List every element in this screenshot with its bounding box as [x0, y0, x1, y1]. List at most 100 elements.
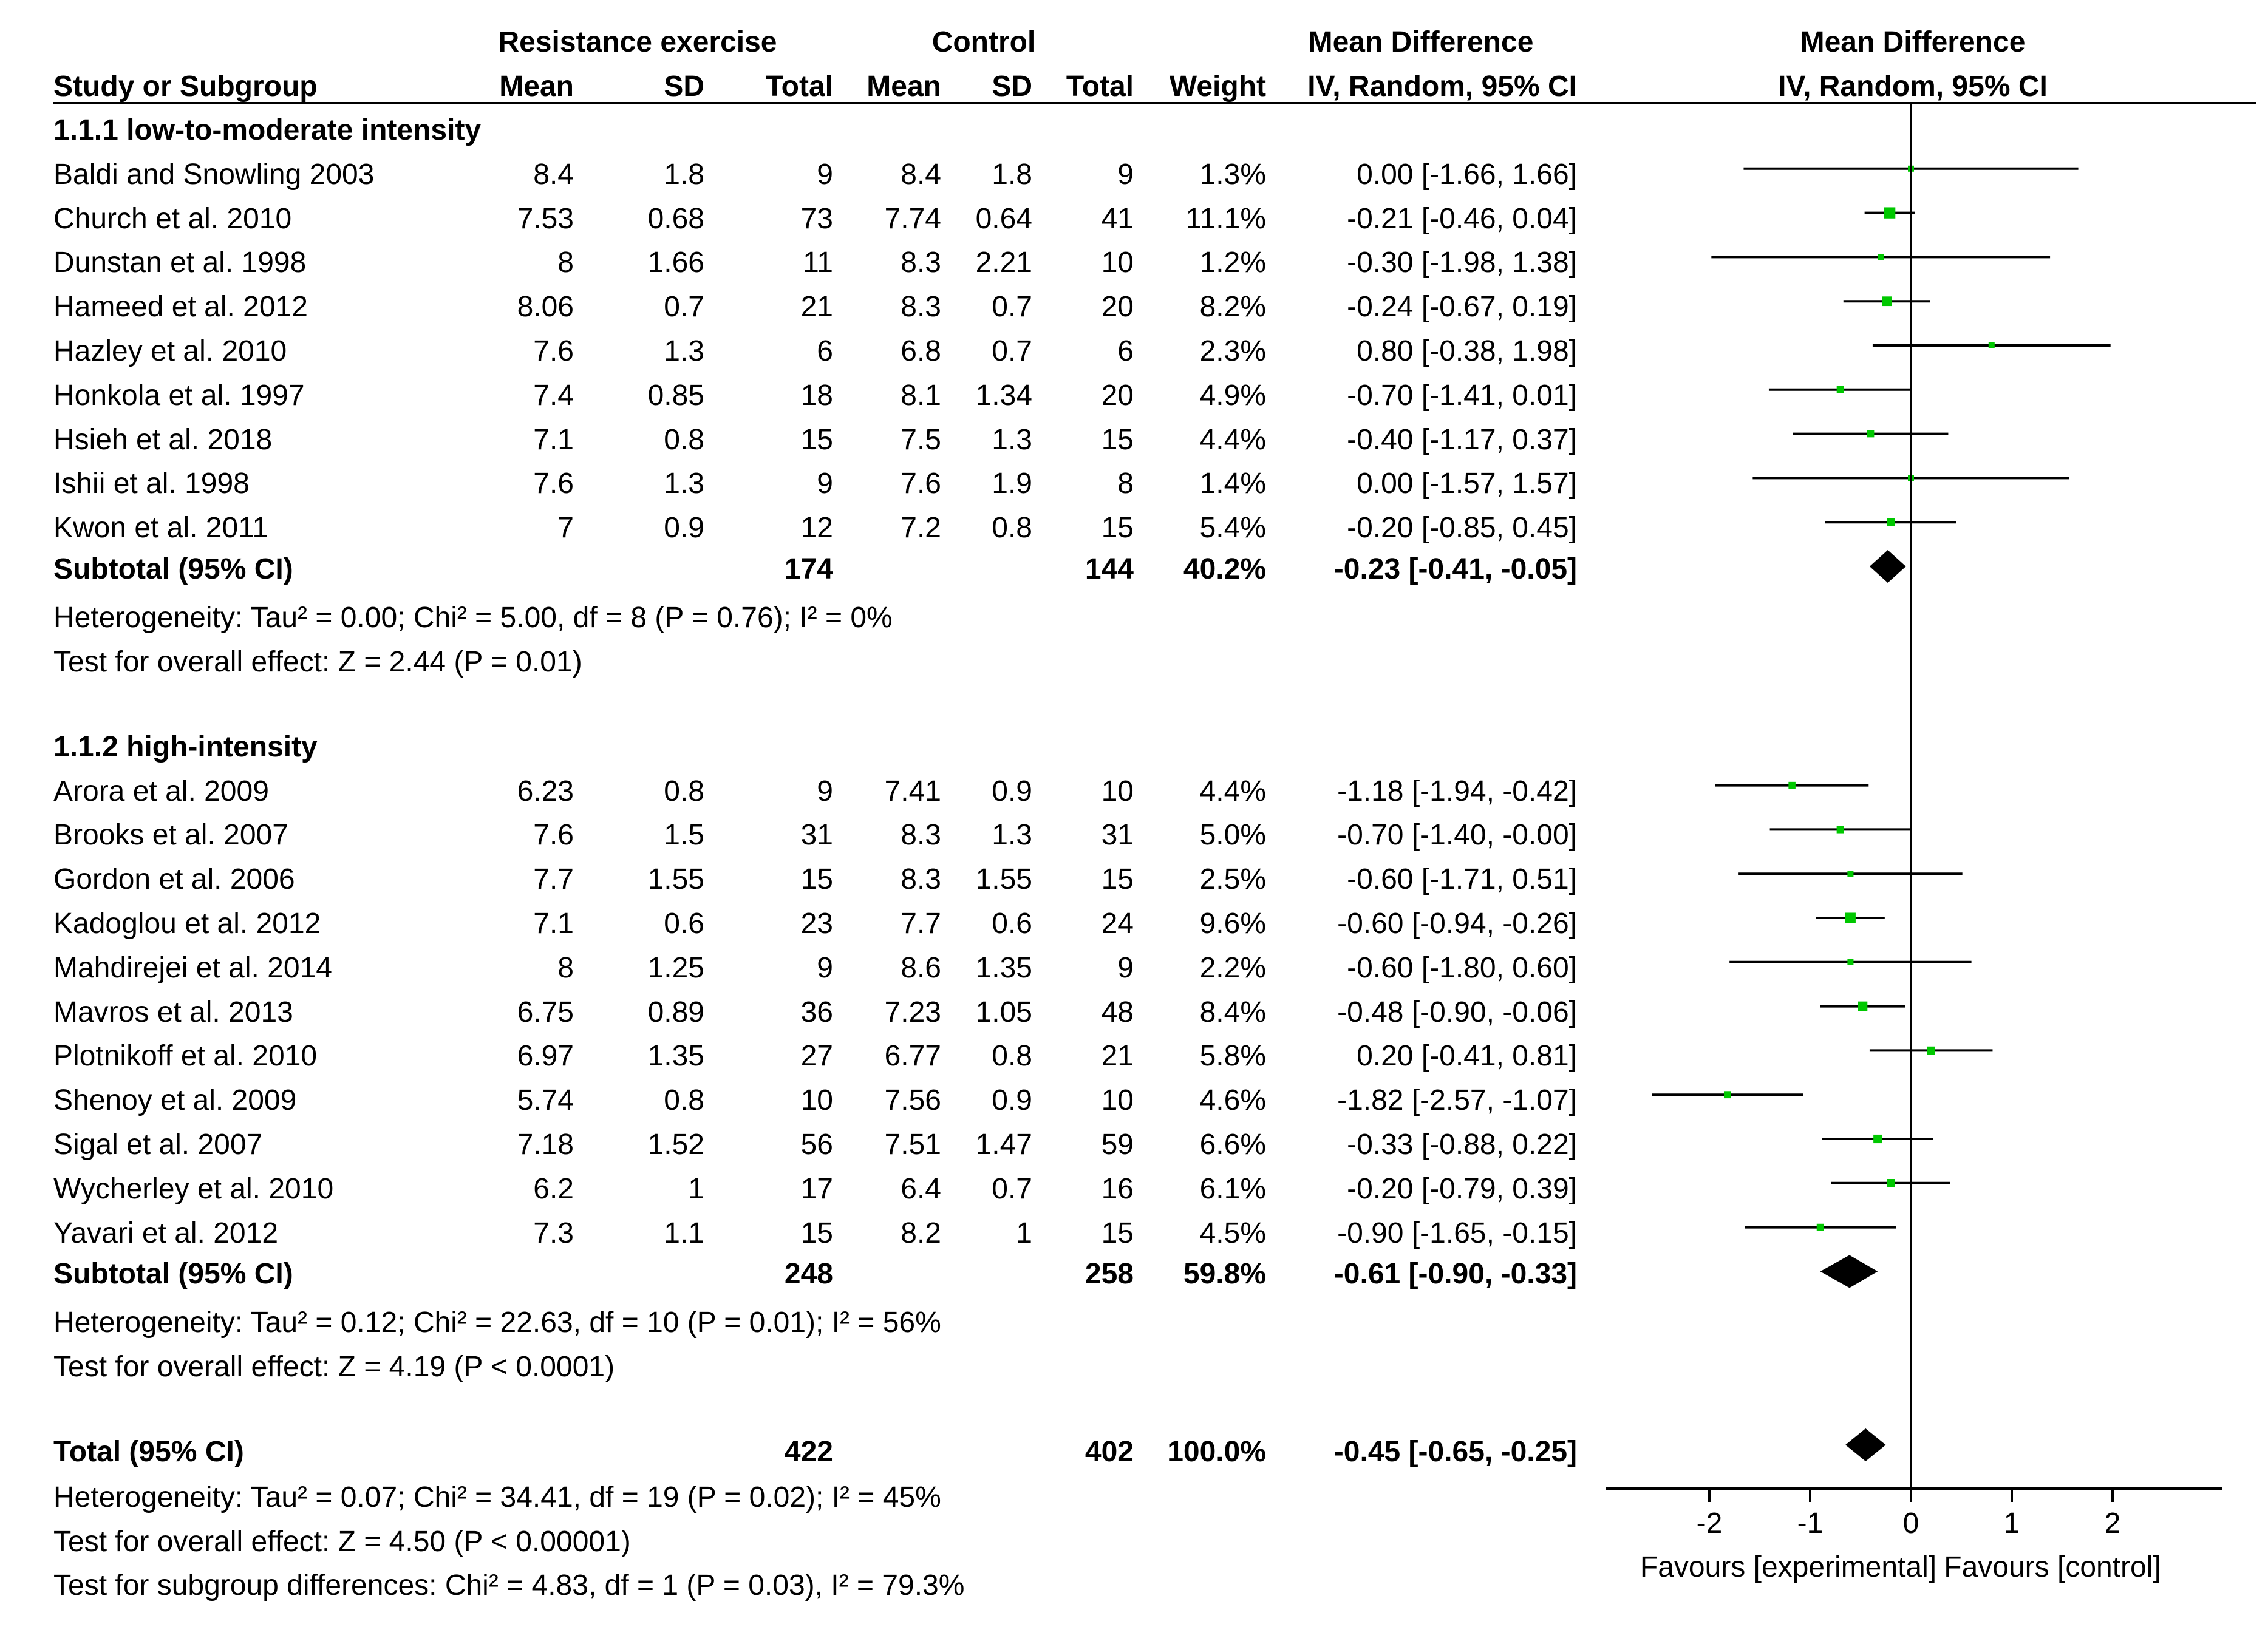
exp-total-2-2: 31 [800, 819, 833, 852]
ctrl-mean-2-6: 7.23 [884, 996, 941, 1028]
exp-mean-1-2: 7.53 [517, 202, 574, 235]
exp-total-2-11: 15 [800, 1217, 833, 1249]
header-mean-difference: Mean Difference [1308, 26, 1534, 58]
exp-total-2-5: 9 [817, 951, 833, 984]
ctrl-sd-2-8: 0.9 [992, 1084, 1032, 1117]
ctrl-total-1-7: 15 [1101, 423, 1134, 456]
header-study-or-subgroup: Study or Subgroup [53, 70, 318, 103]
ci-text-2-5: -0.60 [-1.80, 0.60] [1347, 951, 1577, 984]
effect-marker-1-3 [1878, 254, 1884, 260]
study-name-1-5: Hazley et al. 2010 [53, 335, 287, 367]
exp-sd-1-8: 1.3 [664, 467, 704, 500]
subgroup-title-1: 1.1.1 low-to-moderate intensity [53, 114, 482, 146]
effect-marker-1-7 [1867, 430, 1875, 438]
exp-total-1-4: 21 [800, 291, 833, 324]
effect-marker-2-3 [1847, 871, 1854, 877]
study-name-1-9: Kwon et al. 2011 [53, 512, 269, 545]
header-group-experimental: Resistance exercise [498, 26, 777, 58]
weight-1-6: 4.9% [1199, 379, 1266, 412]
subtotal-ci-1: -0.23 [-0.41, -0.05] [1333, 553, 1577, 585]
ci-text-2-2: -0.70 [-1.40, -0.00] [1337, 819, 1577, 852]
ctrl-sd-2-9: 1.47 [975, 1129, 1032, 1161]
ci-text-2-6: -0.48 [-0.90, -0.06] [1337, 996, 1577, 1028]
header-plot-ci: IV, Random, 95% CI [1778, 70, 2048, 103]
study-name-1-4: Hameed et al. 2012 [53, 291, 308, 324]
study-name-2-3: Gordon et al. 2006 [53, 863, 295, 896]
header-group-control: Control [931, 26, 1036, 58]
exp-sd-2-9: 1.52 [647, 1129, 704, 1161]
weight-1-2: 11.1% [1185, 202, 1266, 235]
weight-1-7: 4.4% [1199, 423, 1266, 456]
exp-total-1-2: 73 [800, 202, 833, 235]
weight-2-4: 9.6% [1199, 908, 1266, 940]
ctrl-total-2-10: 16 [1101, 1172, 1134, 1205]
favours-experimental: Favours [experimental] [1640, 1551, 1937, 1583]
x-tick-label-2: 0 [1902, 1507, 1919, 1540]
heterogeneity-1: Heterogeneity: Tau² = 0.00; Chi² = 5.00,… [53, 602, 893, 634]
ci-text-2-10: -0.20 [-0.79, 0.39] [1347, 1172, 1577, 1205]
study-name-2-5: Mahdirejei et al. 2014 [53, 951, 332, 984]
effect-marker-2-11 [1816, 1223, 1824, 1231]
ctrl-total-1-9: 15 [1101, 512, 1134, 545]
exp-mean-2-11: 7.3 [533, 1217, 574, 1249]
weight-2-11: 4.5% [1199, 1217, 1266, 1249]
ctrl-sd-1-7: 1.3 [992, 423, 1032, 456]
exp-mean-2-2: 7.6 [533, 819, 574, 852]
exp-sd-1-9: 0.9 [664, 512, 704, 545]
effect-marker-1-5 [1988, 342, 1995, 348]
exp-sd-2-7: 1.35 [647, 1040, 704, 1073]
header-exp-total: Total [765, 70, 833, 103]
ci-text-1-8: 0.00 [-1.57, 1.57] [1357, 467, 1577, 500]
header-weight: Weight [1169, 70, 1266, 103]
overall-effect-2: Test for overall effect: Z = 4.19 (P < 0… [53, 1351, 615, 1384]
weight-2-5: 2.2% [1199, 951, 1266, 984]
exp-total-1-3: 11 [803, 246, 833, 279]
exp-mean-2-4: 7.1 [533, 908, 574, 940]
exp-total-2-3: 15 [800, 863, 833, 896]
study-name-2-9: Sigal et al. 2007 [53, 1129, 263, 1161]
heterogeneity-2: Heterogeneity: Tau² = 0.12; Chi² = 22.63… [53, 1306, 941, 1339]
exp-total-2-8: 10 [800, 1084, 833, 1117]
ctrl-total-2-3: 15 [1101, 863, 1134, 896]
ctrl-total-2-7: 21 [1101, 1040, 1134, 1073]
exp-sd-1-3: 1.66 [647, 246, 704, 279]
study-name-2-8: Shenoy et al. 2009 [53, 1084, 297, 1117]
study-name-2-6: Mavros et al. 2013 [53, 996, 293, 1028]
exp-total-1-1: 9 [817, 158, 833, 191]
overall-effect-1: Test for overall effect: Z = 2.44 (P = 0… [53, 645, 582, 678]
x-tick-label-4: 2 [2104, 1507, 2121, 1540]
effect-marker-1-9 [1887, 518, 1895, 526]
ci-text-2-1: -1.18 [-1.94, -0.42] [1337, 775, 1577, 807]
exp-total-1-5: 6 [817, 335, 833, 367]
ctrl-mean-2-9: 7.51 [884, 1129, 941, 1161]
exp-sd-2-6: 0.89 [647, 996, 704, 1028]
header-ctrl-mean: Mean [867, 70, 941, 103]
exp-mean-2-1: 6.23 [517, 775, 574, 807]
subtotal-diamond-1 [1869, 550, 1906, 583]
effect-marker-1-4 [1882, 296, 1892, 307]
study-name-1-8: Ishii et al. 1998 [53, 467, 250, 500]
exp-total-1-8: 9 [817, 467, 833, 500]
exp-sd-2-5: 1.25 [647, 951, 704, 984]
ctrl-total-2-9: 59 [1101, 1129, 1134, 1161]
exp-mean-2-10: 6.2 [533, 1172, 574, 1205]
ci-text-1-9: -0.20 [-0.85, 0.45] [1347, 512, 1577, 545]
ctrl-sd-2-1: 0.9 [992, 775, 1032, 807]
exp-sd-2-8: 0.8 [664, 1084, 704, 1117]
exp-sd-1-4: 0.7 [664, 291, 704, 324]
total-label: Total (95% CI) [53, 1436, 244, 1468]
subtotal-ctrl-total-1: 144 [1085, 553, 1134, 585]
effect-marker-2-1 [1788, 781, 1796, 789]
ctrl-sd-1-8: 1.9 [992, 467, 1032, 500]
study-name-2-7: Plotnikoff et al. 2010 [53, 1040, 318, 1073]
weight-2-7: 5.8% [1199, 1040, 1266, 1073]
weight-2-10: 6.1% [1199, 1172, 1266, 1205]
ctrl-mean-2-3: 8.3 [901, 863, 941, 896]
ctrl-sd-1-1: 1.8 [992, 158, 1032, 191]
ctrl-sd-1-4: 0.7 [992, 291, 1032, 324]
weight-2-3: 2.5% [1199, 863, 1266, 896]
ctrl-mean-2-7: 6.77 [884, 1040, 941, 1073]
study-name-1-7: Hsieh et al. 2018 [53, 423, 273, 456]
ctrl-mean-1-9: 7.2 [901, 512, 941, 545]
